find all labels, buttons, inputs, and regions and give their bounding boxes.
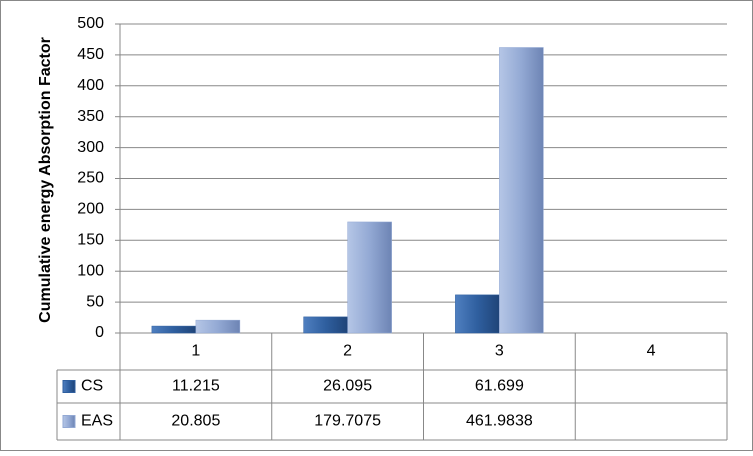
table-value: 61.699 <box>475 378 524 395</box>
bar <box>195 319 241 334</box>
bar <box>455 294 500 334</box>
table-value: 11.215 <box>172 378 220 395</box>
table-value: 461.9838 <box>466 413 533 430</box>
y-tick-label: 0 <box>95 324 104 341</box>
legend-label: EAS <box>81 413 113 430</box>
bar <box>151 325 197 334</box>
x-tick-label: 2 <box>343 343 352 360</box>
y-tick-label: 350 <box>77 108 104 125</box>
y-tick-label: 250 <box>77 170 104 187</box>
y-axis-title: Cumulative energy Absorption Factor <box>37 37 54 323</box>
bar <box>347 221 392 334</box>
x-tick-label: 4 <box>647 343 656 360</box>
y-tick-label: 150 <box>77 232 104 249</box>
y-tick-label: 300 <box>77 139 104 156</box>
y-tick-label: 450 <box>77 46 104 63</box>
table-value: 20.805 <box>171 413 220 430</box>
table-value: 26.095 <box>323 378 372 395</box>
y-tick-label: 200 <box>77 201 104 218</box>
x-tick-label: 1 <box>191 343 200 360</box>
y-tick-label: 500 <box>77 15 104 32</box>
x-tick-label: 3 <box>495 343 504 360</box>
legend-key <box>62 380 76 393</box>
y-tick-label: 400 <box>77 77 104 94</box>
table-value: 179.7075 <box>314 413 381 430</box>
legend-label: CS <box>81 378 103 395</box>
legend-key <box>62 415 76 428</box>
y-tick-label: 50 <box>86 293 104 310</box>
bar <box>303 316 348 334</box>
y-tick-label: 100 <box>77 262 104 279</box>
bar <box>499 47 544 334</box>
